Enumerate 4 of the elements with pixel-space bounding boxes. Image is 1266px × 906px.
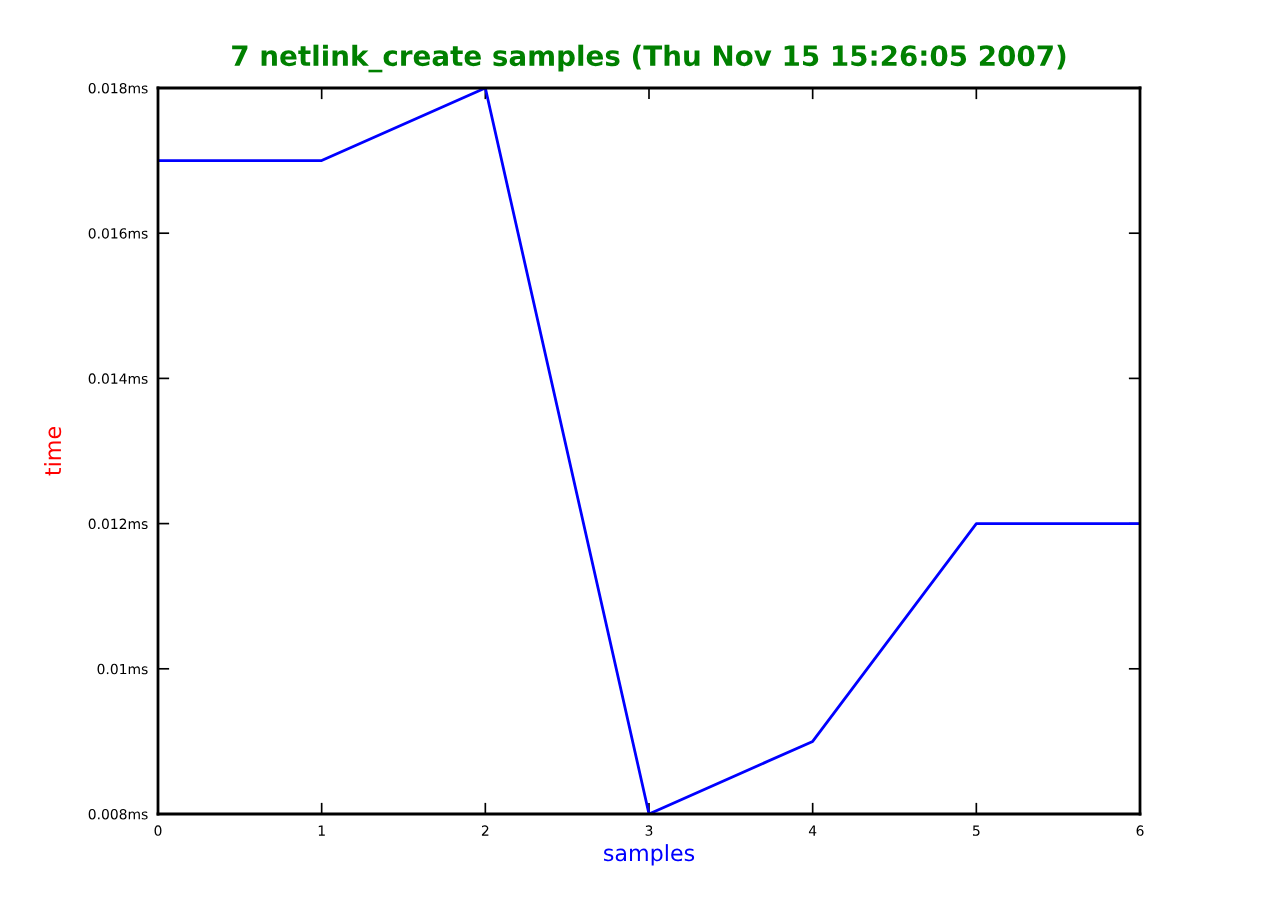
chart-title: 7 netlink_create samples (Thu Nov 15 15:26:05 2007) [232,44,1066,73]
x-axis-title: samples [604,844,695,866]
line-series [158,88,1140,814]
y-axis-title: time [44,427,62,476]
